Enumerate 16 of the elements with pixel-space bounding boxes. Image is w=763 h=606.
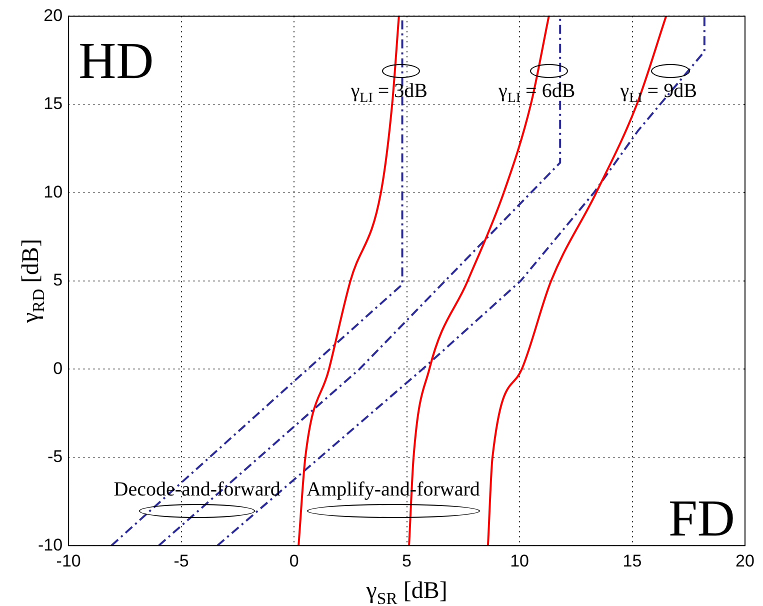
x-tick-label: 5	[402, 551, 412, 570]
x-tick-label: 20	[736, 551, 754, 570]
y-tick-label: 20	[44, 6, 63, 25]
annotation: HD	[78, 33, 154, 90]
y-tick-label: 0	[53, 358, 63, 378]
x-tick-label: 15	[622, 551, 642, 570]
y-axis-title: γRD [dB]	[18, 238, 48, 324]
y-tick-label: -5	[47, 447, 63, 466]
y-tick-label: 15	[44, 94, 63, 114]
y-tick-label: -10	[38, 535, 63, 554]
x-tick-label: -5	[174, 551, 189, 570]
annotation: FD	[668, 490, 735, 548]
x-tick-label: 10	[510, 551, 529, 570]
y-tick-label: 10	[44, 182, 63, 202]
x-tick-label: 0	[289, 551, 299, 570]
y-tick-label: 5	[53, 270, 63, 290]
